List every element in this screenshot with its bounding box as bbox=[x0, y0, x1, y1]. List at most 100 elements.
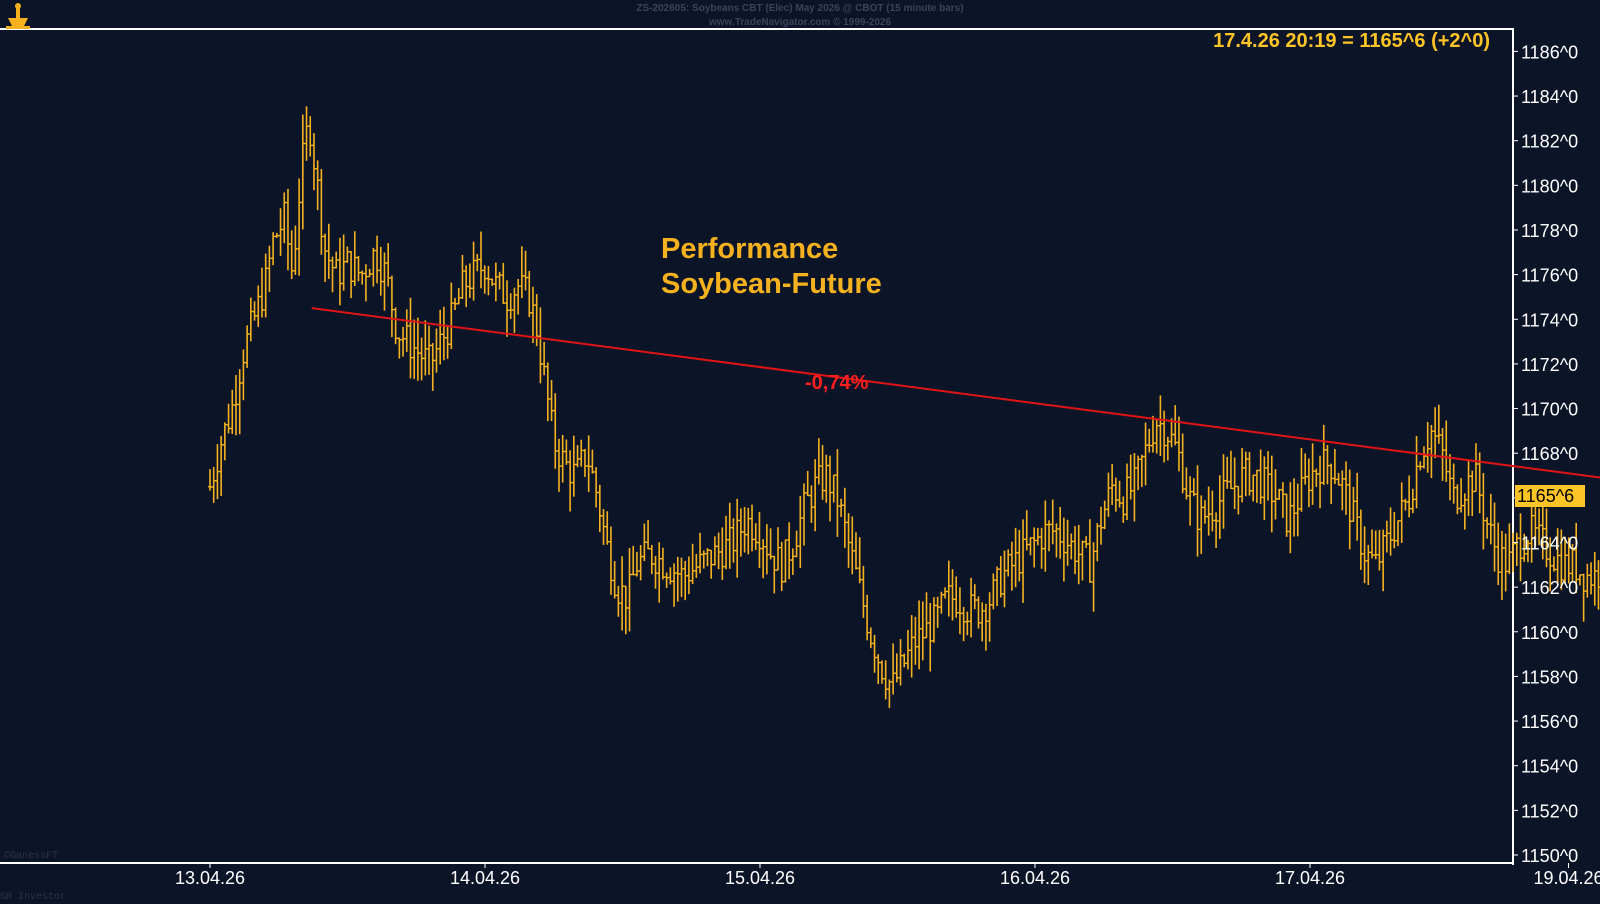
ohlc-bar bbox=[1006, 549, 1011, 577]
ohlc-bar bbox=[412, 319, 417, 379]
ohlc-bar bbox=[872, 634, 877, 673]
ohlc-bar bbox=[1061, 517, 1066, 582]
ohlc-bar bbox=[1013, 527, 1018, 588]
ohlc-bar bbox=[430, 343, 435, 391]
ohlc-bar bbox=[434, 328, 439, 373]
ohlc-bar bbox=[820, 444, 825, 500]
ohlc-bar bbox=[1084, 536, 1089, 548]
ohlc-bar bbox=[1492, 502, 1497, 572]
ohlc-bar bbox=[605, 511, 610, 545]
ohlc-bar bbox=[386, 243, 391, 287]
ohlc-bar bbox=[1396, 520, 1400, 547]
ohlc-bar bbox=[827, 455, 832, 522]
ohlc-bar bbox=[620, 556, 625, 631]
ohlc-bar bbox=[1184, 467, 1189, 500]
ohlc-bar bbox=[493, 262, 498, 302]
ohlc-bar bbox=[259, 267, 264, 318]
ohlc-bar bbox=[230, 389, 235, 434]
ohlc-bar bbox=[530, 286, 535, 343]
x-tick-label: 17.04.26 bbox=[1275, 868, 1345, 888]
ohlc-bar bbox=[627, 547, 632, 632]
ohlc-bar bbox=[709, 549, 714, 579]
ohlc-bar bbox=[1202, 500, 1207, 524]
ohlc-bar bbox=[612, 561, 617, 599]
ohlc-bar bbox=[438, 309, 443, 365]
ohlc-bar bbox=[753, 523, 758, 550]
ohlc-bar bbox=[456, 287, 461, 305]
ohlc-bar bbox=[1273, 469, 1278, 520]
ohlc-bar bbox=[1511, 532, 1516, 573]
ohlc-bar bbox=[564, 439, 569, 465]
ohlc-bar bbox=[1139, 454, 1144, 487]
ohlc-bar bbox=[924, 592, 929, 639]
ohlc-bar bbox=[516, 279, 521, 315]
ohlc-bar bbox=[972, 584, 977, 610]
ohlc-bar bbox=[790, 548, 795, 575]
ohlc-bar bbox=[939, 591, 944, 614]
ohlc-bar bbox=[802, 483, 806, 546]
ohlc-bar bbox=[1195, 465, 1200, 557]
ohlc-bar bbox=[326, 223, 331, 279]
ohlc-bar bbox=[816, 438, 821, 485]
ohlc-bar bbox=[1080, 540, 1085, 581]
ohlc-bar bbox=[1095, 523, 1100, 562]
ohlc-bar bbox=[1362, 526, 1367, 584]
ohlc-bar bbox=[1199, 495, 1204, 554]
ohlc-bar bbox=[1243, 451, 1248, 497]
ohlc-bar bbox=[779, 541, 784, 591]
ohlc-bar bbox=[787, 522, 792, 580]
ohlc-bar bbox=[1381, 529, 1386, 592]
ohlc-bar bbox=[497, 271, 502, 290]
ohlc-bar bbox=[293, 225, 298, 275]
ohlc-bar bbox=[1455, 484, 1460, 515]
ohlc-bar bbox=[1214, 512, 1219, 549]
ohlc-bar bbox=[879, 660, 884, 684]
ohlc-bar bbox=[1485, 517, 1490, 539]
ohlc-bar bbox=[360, 270, 365, 285]
x-tick-label: 13.04.26 bbox=[175, 868, 245, 888]
ohlc-bar bbox=[1429, 424, 1434, 479]
ohlc-bar bbox=[672, 563, 677, 607]
ohlc-bar bbox=[1069, 533, 1074, 560]
ohlc-bar bbox=[560, 435, 565, 483]
y-tick-label: 1180^0 bbox=[1521, 176, 1578, 196]
ohlc-bar bbox=[1236, 485, 1241, 515]
ohlc-bar bbox=[1407, 475, 1412, 518]
ohlc-bar bbox=[282, 192, 287, 244]
ohlc-bar bbox=[1559, 529, 1564, 590]
y-tick-label: 1150^0 bbox=[1521, 846, 1578, 866]
ohlc-bar bbox=[248, 297, 253, 342]
ohlc-bar bbox=[1310, 443, 1315, 505]
ohlc-bar bbox=[824, 454, 829, 503]
ohlc-bar bbox=[1496, 522, 1501, 586]
ohlc-bar bbox=[1525, 539, 1530, 563]
ohlc-bar bbox=[1470, 470, 1475, 517]
ohlc-bar bbox=[1340, 470, 1345, 511]
ohlc-bar bbox=[846, 513, 851, 568]
ohlc-bar bbox=[649, 544, 654, 575]
ohlc-bar bbox=[1392, 512, 1397, 549]
ohlc-bar bbox=[653, 555, 658, 589]
ohlc-bar bbox=[1589, 562, 1594, 595]
ohlc-bar bbox=[256, 285, 261, 327]
ohlc-bar bbox=[334, 251, 339, 269]
y-tick-label: 1158^0 bbox=[1521, 667, 1578, 687]
ohlc-bar bbox=[423, 320, 428, 376]
ohlc-bar bbox=[998, 556, 1003, 598]
ohlc-bar bbox=[549, 379, 554, 422]
ohlc-bar bbox=[1351, 486, 1356, 523]
ohlc-bar bbox=[946, 560, 951, 617]
ohlc-bar bbox=[1132, 453, 1137, 522]
ohlc-bar bbox=[757, 511, 762, 569]
ohlc-bar bbox=[389, 275, 394, 338]
ohlc-bar bbox=[857, 537, 862, 584]
ohlc-bar bbox=[1366, 544, 1371, 586]
ohlc-bar bbox=[215, 444, 220, 500]
ohlc-bar bbox=[542, 341, 547, 376]
ohlc-bar bbox=[1499, 530, 1504, 600]
ohlc-bar bbox=[831, 474, 836, 503]
price-readout: 17.4.26 20:19 = 1165^6 (+2^0) bbox=[1213, 30, 1490, 52]
ohlc-bar bbox=[237, 369, 242, 435]
ohlc-bar bbox=[1284, 493, 1289, 537]
